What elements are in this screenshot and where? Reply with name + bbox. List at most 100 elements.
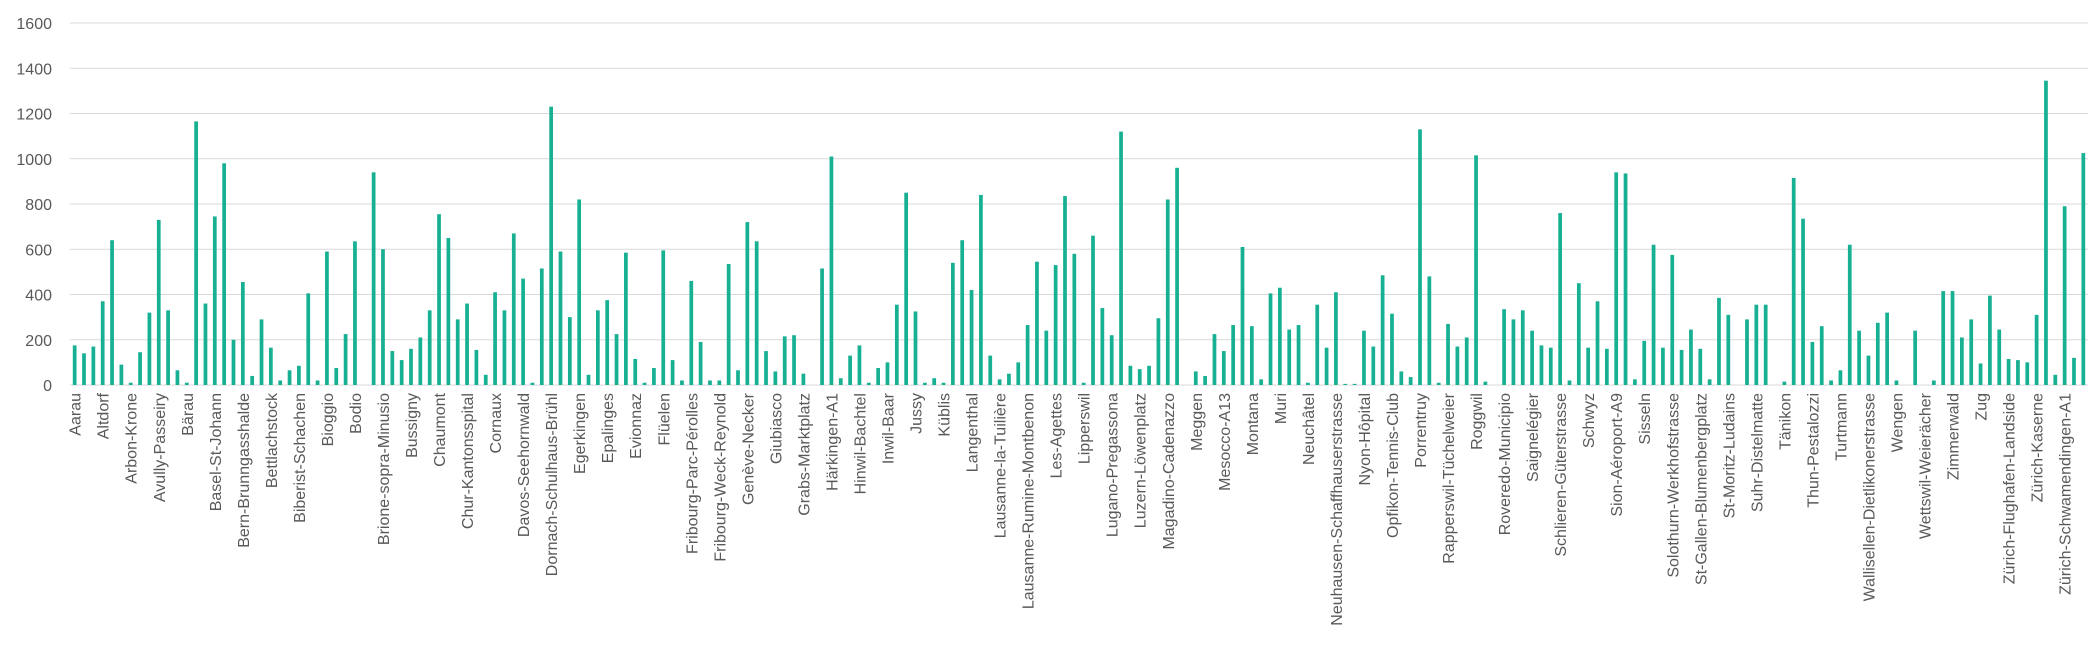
bar (1007, 373, 1011, 385)
x-tick-label: Muri (1273, 393, 1290, 424)
bar (1109, 335, 1114, 385)
bar (2072, 357, 2076, 385)
x-tick-label: Thun-Pestalozzi (1805, 393, 1822, 508)
bar (1633, 379, 1637, 385)
bar (922, 382, 927, 385)
bar (2081, 153, 2086, 385)
bar (1371, 346, 1376, 385)
bar (848, 355, 852, 385)
bar (483, 374, 488, 385)
x-tick-label: Bettlachstock (264, 392, 281, 488)
bar (2016, 360, 2020, 385)
x-tick-label: Suhr-Distelmatte (1749, 393, 1766, 512)
bar (147, 312, 152, 385)
bar (1931, 380, 1936, 385)
bar (1604, 348, 1609, 385)
x-tick-label: Zimmerwald (1946, 393, 1963, 480)
bar (325, 251, 329, 385)
bar (240, 282, 245, 385)
x-tick-label: Wengen (1889, 393, 1906, 452)
bar (1689, 329, 1693, 385)
bar (231, 339, 236, 385)
bar (567, 317, 572, 385)
bar (595, 310, 600, 385)
bar (1053, 265, 1058, 385)
x-tick-label: St-Moritz-Ludains (1721, 393, 1738, 518)
bar (1212, 334, 1217, 385)
bar (1044, 330, 1049, 385)
bar (1315, 304, 1320, 385)
bar (91, 346, 96, 385)
bar (633, 358, 638, 385)
bar (287, 370, 292, 385)
bar (904, 192, 909, 385)
bar (1586, 347, 1591, 385)
x-tick-label: Giubiasco (768, 393, 785, 464)
bar (624, 252, 628, 385)
bar (652, 368, 656, 385)
x-tick-label: Bärau (180, 393, 197, 436)
bar (577, 199, 582, 385)
x-tick-label: St-Gallen-Blumenbergplatz (1693, 393, 1710, 585)
x-tick-label: Bodio (348, 393, 365, 434)
x-tick-label: Härkingen-A1 (824, 393, 841, 491)
bar (1651, 244, 1656, 385)
bar (1726, 314, 1731, 385)
bar (1548, 347, 1553, 385)
bar (1240, 246, 1245, 385)
bar (792, 335, 796, 385)
x-tick-label: Porrentruy (1413, 393, 1430, 468)
bar (1455, 346, 1460, 385)
y-tick-label: 400 (25, 288, 52, 305)
bar (1838, 370, 1843, 385)
bar (1567, 380, 1572, 385)
x-tick-label: Basel-St-Johann (208, 393, 225, 511)
x-tick-label: Biberist-Schachen (292, 393, 309, 523)
bar (1203, 375, 1207, 385)
bar (773, 371, 778, 385)
bar (2034, 314, 2039, 385)
x-tick-label: Bussigny (404, 393, 421, 458)
x-tick-label: Lausanne-la-Tuilière (993, 393, 1010, 538)
x-tick-label: Flüelen (656, 393, 673, 445)
bar (1960, 337, 1964, 385)
bar (1661, 347, 1665, 385)
bar (1857, 330, 1861, 385)
bar (969, 289, 974, 385)
x-tick-label: Evionnaz (628, 393, 645, 459)
bar (2006, 358, 2011, 385)
x-tick-label: Wettswil-Weierächer (1918, 392, 1935, 539)
bar (782, 336, 787, 385)
bar (1193, 371, 1198, 385)
bar (754, 241, 759, 385)
bar (278, 380, 283, 385)
y-tick-label: 200 (25, 333, 52, 350)
bar (446, 237, 451, 385)
x-tick-label: Solothurn-Werkhofstrasse (1665, 393, 1682, 578)
bar (941, 382, 946, 385)
bar (1642, 340, 1647, 385)
bar (156, 219, 161, 385)
bar (493, 292, 497, 385)
bar (689, 280, 694, 385)
bar (1035, 261, 1039, 385)
x-tick-label: Cornaux (488, 393, 505, 453)
bar (437, 214, 441, 385)
x-tick-label: Roveredo-Municipio (1497, 393, 1514, 535)
bar (1221, 351, 1226, 385)
x-tick-label: Roggwil (1469, 393, 1486, 450)
x-tick-label: Meggen (1189, 393, 1206, 451)
bar (1427, 276, 1432, 385)
bar (222, 163, 227, 385)
bar (110, 240, 114, 385)
bar (371, 172, 376, 385)
bar (979, 194, 983, 385)
bar (1072, 253, 1077, 385)
x-tick-label: Nyon-Hôpital (1357, 393, 1374, 485)
bar (1324, 347, 1329, 385)
bar (876, 368, 881, 385)
bar (708, 380, 712, 385)
x-tick-label: Epalinges (600, 393, 617, 463)
bar (1016, 362, 1021, 385)
